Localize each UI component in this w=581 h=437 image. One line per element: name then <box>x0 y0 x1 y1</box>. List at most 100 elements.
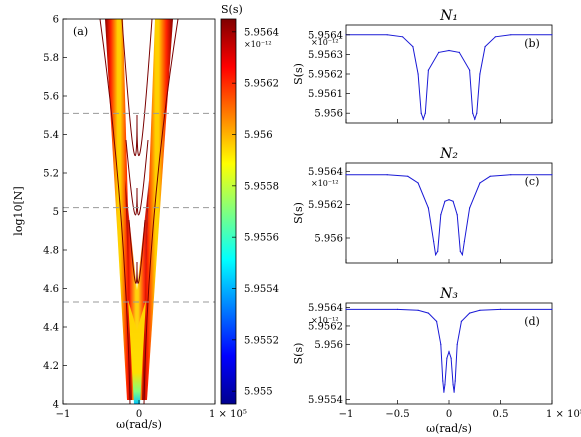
panel-title: N₁ <box>439 8 458 24</box>
data-point <box>460 320 462 322</box>
data-point <box>456 343 458 345</box>
panel-label: (d) <box>524 315 540 328</box>
heatmap-x-ticks: −1 0 1 × 10⁵ <box>56 400 247 420</box>
data-point <box>459 250 461 252</box>
y-tick-label: 5.9564 <box>308 167 343 178</box>
data-point <box>479 309 481 311</box>
colorbar-tick-label: 5.9556 <box>244 233 279 244</box>
data-point <box>427 69 429 71</box>
y-tick-label: 4.8 <box>43 246 59 257</box>
data-point <box>442 380 444 382</box>
y-exponent: ×10⁻¹² <box>311 316 339 325</box>
colorbar-tick-label: 5.956 <box>244 130 273 141</box>
data-point <box>437 250 439 252</box>
data-point <box>345 308 347 310</box>
data-point <box>412 46 414 48</box>
data-point <box>443 391 445 393</box>
line-panel-c: 5.9564 5.9562 5.956 N₂ ×10⁻¹² (c) S(s) <box>292 146 553 264</box>
data-point <box>435 254 437 256</box>
colorbar-tick-label: 5.955 <box>244 387 273 398</box>
y-tick-label: 5 <box>53 207 59 218</box>
heatmap-x-label: ω(rad/s) <box>116 418 162 431</box>
y-tick-label: 5.4 <box>43 130 59 141</box>
data-point <box>433 240 435 242</box>
y-exponent: ×10⁻¹² <box>311 38 339 47</box>
line-panel-b: 5.9564 5.9563 5.9562 5.9561 5.956 N₁ ×10⁻¹² (b)… <box>292 8 553 124</box>
data-point <box>510 34 512 36</box>
data-point <box>510 174 512 176</box>
y-tick-label: 4.2 <box>43 361 59 372</box>
data-point <box>494 36 496 38</box>
colorbar-title: S(s) <box>221 3 243 16</box>
contour-inner-upper <box>121 19 153 156</box>
heatmap-panel-a: 4 4.2 4.4 4.6 4.8 5 5.2 5.4 5.6 5.8 6 −1 0 1 × 10⁵ (… <box>12 15 247 432</box>
data-point <box>417 182 419 184</box>
data-point <box>446 357 448 359</box>
colorbar-tick-label: 5.9554 <box>244 284 279 295</box>
panel-label-a: (a) <box>73 25 88 38</box>
heatmap-bands <box>99 19 179 404</box>
panel-label: (b) <box>524 37 540 50</box>
x-tick-label: 0.5 <box>493 409 509 420</box>
y-tick-label: 5.6 <box>43 92 59 103</box>
data-point <box>484 46 486 48</box>
data-point <box>402 36 404 38</box>
data-point <box>469 312 471 314</box>
panel-title: N₂ <box>439 146 458 162</box>
y-tick-label: 5.9554 <box>308 395 343 406</box>
data-point <box>420 112 422 114</box>
data-point <box>476 112 478 114</box>
data-point <box>499 308 502 310</box>
data-point <box>436 320 438 322</box>
data-point <box>417 73 419 75</box>
data-point <box>386 34 388 36</box>
colorbar-tick-label: 5.9564 <box>244 27 279 38</box>
x-tick-label: −1 <box>56 409 71 420</box>
line-panel-d: 5.9564 5.9562 5.956 5.9554 −1 −0.5 0 0.5 1 × 10⁵… <box>292 286 581 435</box>
data-point <box>448 199 450 201</box>
contour-outer-left <box>99 19 131 404</box>
data-point <box>448 49 450 52</box>
y-axis-label: S(s) <box>292 202 305 224</box>
y-tick-label: 5.9562 <box>308 321 343 332</box>
heatmap-core <box>128 300 146 404</box>
data-point <box>424 112 426 114</box>
colorbar-tick-label: 5.9562 <box>244 79 279 90</box>
y-axis-label: S(s) <box>292 343 305 365</box>
data-point <box>551 34 553 36</box>
data-point <box>458 51 460 54</box>
data-point <box>479 182 481 184</box>
plot-frame <box>345 162 553 264</box>
y-tick-label: 5.9562 <box>308 200 343 211</box>
data-point <box>407 175 409 177</box>
contour-inner-lower <box>128 219 146 284</box>
x-tick-label: −0.5 <box>385 409 409 420</box>
colorbar-tick-label: 5.9558 <box>244 181 279 192</box>
contour-inner-middle <box>125 139 149 216</box>
panel-title: N₃ <box>439 286 458 302</box>
data-point <box>448 351 450 353</box>
data-point <box>456 214 458 216</box>
data-point <box>551 308 553 310</box>
x-tick-label: 0 <box>136 409 142 420</box>
y-tick-label: 4.6 <box>43 284 59 295</box>
data-point <box>454 380 456 382</box>
x-tick-label: 0 <box>446 409 452 420</box>
y-tick-label: 5.9561 <box>308 89 343 100</box>
contour-outer-right <box>143 19 179 404</box>
y-tick-label: 5.2 <box>43 169 59 180</box>
x-tick-label: −1 <box>339 409 354 420</box>
y-tick-label: 5.9564 <box>308 303 343 314</box>
x-axis-label: ω(rad/s) <box>426 422 472 435</box>
data-point <box>452 384 454 386</box>
data-point <box>440 343 442 345</box>
x-tick-label: 1 × 10⁵ <box>546 409 581 420</box>
y-tick-label: 5.956 <box>314 340 343 351</box>
data-point <box>396 308 399 310</box>
data-point <box>444 384 446 386</box>
data-point <box>463 240 465 242</box>
panel-label: (c) <box>525 175 540 188</box>
colorbar-gradient <box>220 18 237 405</box>
data-point <box>444 200 446 202</box>
y-tick-label: 4.4 <box>43 323 59 334</box>
